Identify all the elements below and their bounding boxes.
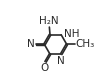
- Text: H₂N: H₂N: [39, 16, 59, 26]
- Text: NH: NH: [64, 28, 79, 39]
- Text: CH₃: CH₃: [75, 40, 95, 49]
- Text: O: O: [40, 63, 48, 73]
- Text: N: N: [27, 40, 35, 49]
- Text: N: N: [57, 56, 65, 66]
